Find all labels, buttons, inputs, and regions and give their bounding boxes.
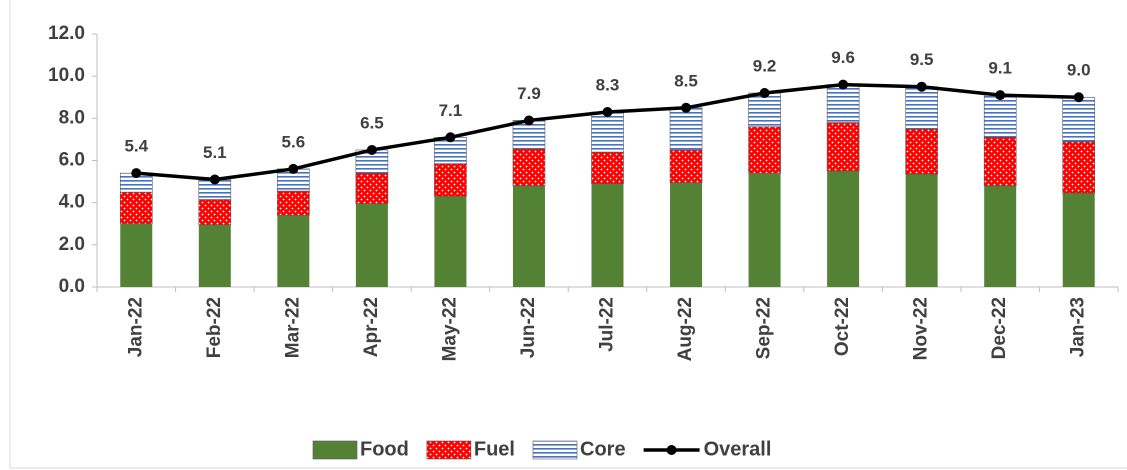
line-marker [838, 79, 849, 90]
line-marker [209, 174, 220, 185]
line-marker [288, 163, 299, 174]
data-label: 9.1 [988, 59, 1012, 78]
bar-segment [512, 148, 546, 187]
bar-segment [591, 111, 624, 153]
data-label: 6.5 [360, 113, 384, 132]
bar-segment [669, 107, 703, 151]
bar-segment [120, 223, 153, 287]
data-label: 9.6 [831, 48, 855, 67]
bar-segment [826, 122, 860, 172]
bar-segment [670, 182, 703, 287]
data-label: 7.9 [517, 84, 541, 103]
x-tick-label: Jan-22 [125, 297, 146, 357]
legend-swatch [312, 440, 358, 460]
bar-segment [905, 86, 938, 130]
line-marker [366, 144, 377, 155]
bar-segment [434, 163, 467, 197]
line-marker [131, 168, 142, 179]
x-tick-label: Dec-22 [989, 297, 1010, 359]
data-label: 8.3 [596, 75, 620, 94]
legend-swatch [426, 440, 472, 460]
bar-segment [591, 151, 624, 184]
data-label: 5.6 [282, 132, 306, 151]
legend-label: Food [360, 438, 409, 460]
bar-segment [1062, 193, 1095, 287]
x-tick-label: Jun-22 [518, 297, 539, 358]
x-tick-label: May-22 [439, 297, 460, 361]
bar-segment [512, 185, 545, 287]
bar-segment [748, 92, 781, 128]
bar-segment [826, 84, 860, 123]
bar-segment [748, 173, 781, 287]
line-marker [916, 81, 927, 92]
legend-marker [666, 445, 677, 455]
data-label: 5.1 [203, 143, 227, 162]
chart-border [9, 0, 1127, 469]
legend-swatch [532, 440, 578, 460]
bar-segment [748, 126, 781, 174]
bar-segment [198, 199, 232, 226]
data-label: 9.2 [753, 57, 777, 76]
bar-segment [983, 94, 1017, 138]
bar-segment [1062, 141, 1096, 194]
x-tick-label: Apr-22 [361, 297, 382, 357]
y-tick-label: 12.0 [48, 23, 85, 44]
bar-segment [591, 183, 624, 287]
data-label: 9.5 [910, 50, 934, 69]
bar-segment [355, 203, 388, 287]
x-tick-label: Mar-22 [282, 297, 303, 358]
bar-segment [1062, 96, 1096, 142]
data-label: 8.5 [674, 71, 698, 90]
legend-label: Overall [704, 438, 772, 460]
line-marker [602, 107, 613, 118]
y-tick-label: 0.0 [59, 276, 85, 297]
x-tick-label: Jul-22 [597, 297, 618, 352]
x-tick-label: Oct-22 [832, 297, 853, 356]
line-marker [445, 132, 456, 143]
bar-segment [905, 174, 938, 287]
bar-segment [983, 137, 1017, 187]
y-tick-label: 10.0 [48, 65, 85, 86]
line-marker [681, 102, 692, 113]
bar-segment [669, 149, 703, 183]
legend-label: Fuel [474, 438, 515, 460]
y-tick-label: 6.0 [59, 150, 85, 171]
line-marker [759, 88, 770, 99]
x-tick-label: Feb-22 [204, 297, 225, 358]
data-label: 5.4 [124, 137, 148, 156]
bar-segment [198, 224, 231, 287]
bar-segment [277, 215, 310, 287]
bar-segment [355, 172, 389, 205]
bar-segment [984, 185, 1017, 287]
y-tick-label: 4.0 [59, 192, 85, 213]
data-label: 7.1 [439, 101, 463, 120]
y-tick-label: 8.0 [59, 107, 85, 128]
bar-segment [277, 190, 310, 216]
line-marker [995, 90, 1006, 101]
x-tick-label: Jan-23 [1068, 297, 1089, 357]
bar-segment [827, 171, 860, 287]
data-label: 9.0 [1067, 61, 1091, 80]
bar-segment [434, 196, 467, 287]
x-tick-label: Nov-22 [911, 297, 932, 360]
bar-segment [905, 128, 938, 175]
x-tick-label: Sep-22 [754, 297, 775, 359]
legend-label: Core [580, 438, 626, 460]
y-tick-label: 2.0 [59, 234, 85, 255]
line-marker [1073, 92, 1084, 103]
bar-segment [119, 191, 153, 225]
x-tick-label: Aug-22 [675, 297, 696, 361]
line-marker [523, 115, 534, 126]
